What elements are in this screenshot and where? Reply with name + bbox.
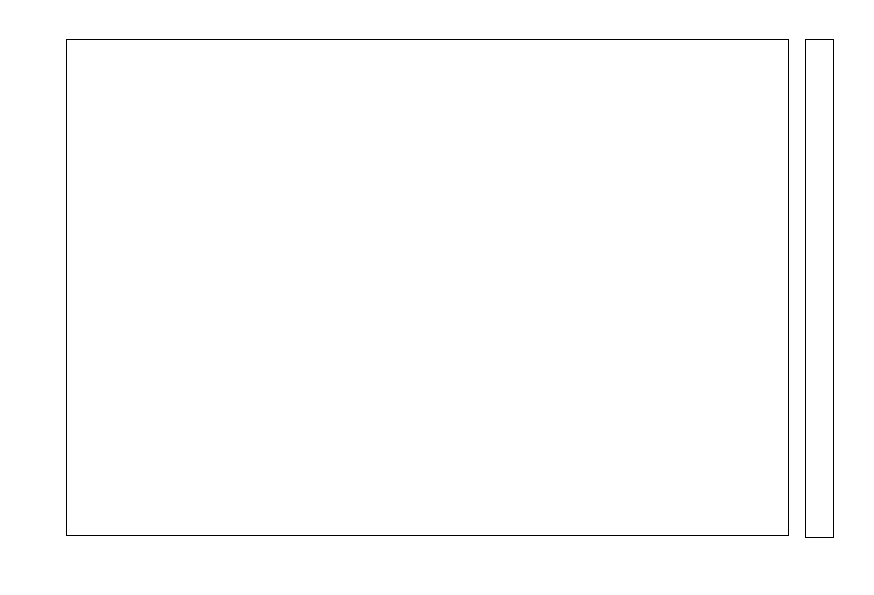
page-title <box>100 2 800 25</box>
right-axis-ticks <box>789 40 805 536</box>
ionogram-plot-canvas <box>67 40 788 535</box>
colorbar <box>805 39 834 538</box>
title-gap <box>433 2 466 24</box>
plot-frame <box>66 39 789 536</box>
